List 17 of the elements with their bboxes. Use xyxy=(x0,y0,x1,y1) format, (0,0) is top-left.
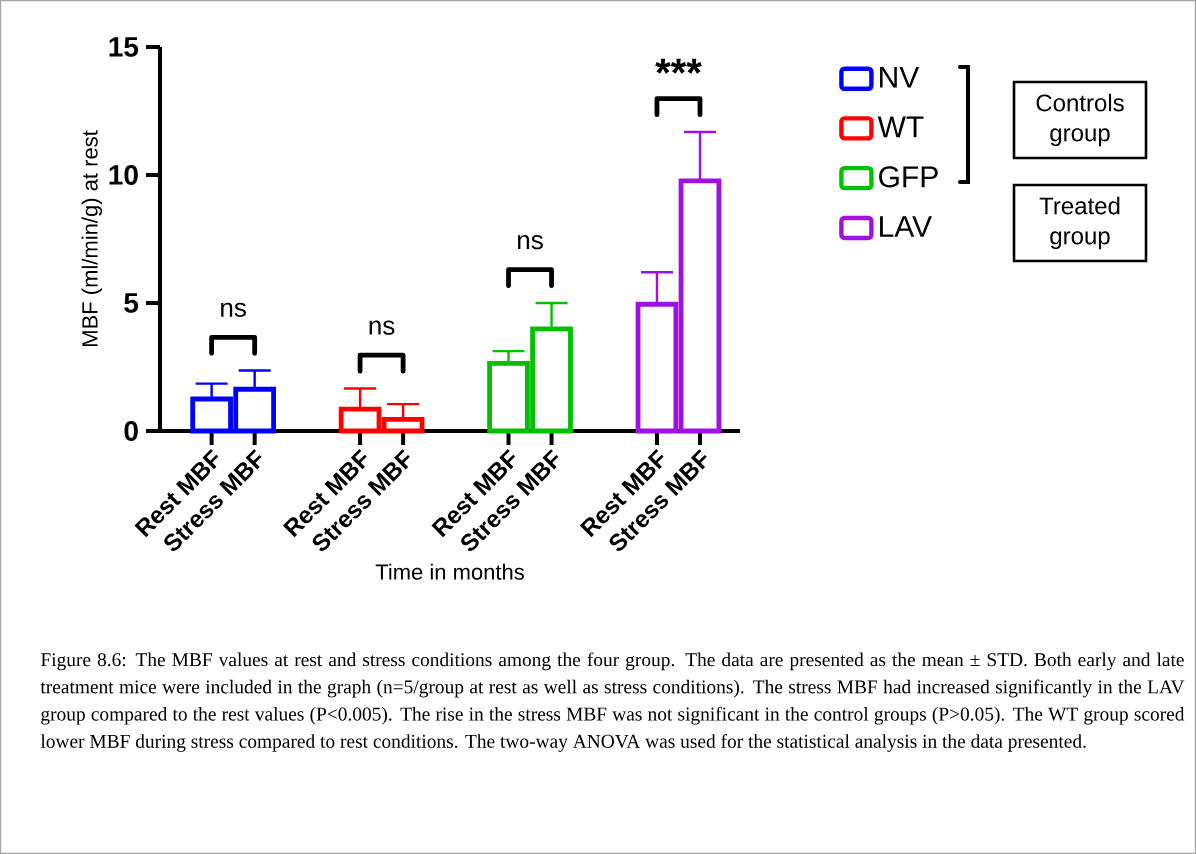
legend-label: GFP xyxy=(879,166,938,188)
caption: Figure 8.6: The MBF values at rest and stress conditions among the four group. The data are presented as the mean ± STD. Both early and late treatment mice were included in the graph (n=5/group at rest as well as stress conditions). The stress MBF had increased significantly in the LAV group compared to the rest values (P<0.005). The rise in the stress MBF was not significant in the control groups (P>0.05). The WT group scored lower MBF during stress compared to rest conditions. The two-way ANOVA was used for the statistical analysis in the data presented. xyxy=(40,652,1185,752)
text: Treated group xyxy=(1039,196,1120,250)
y-tick-label: 5 xyxy=(124,293,139,313)
y-tick-label: 0 xyxy=(124,421,138,441)
legend-label: NV xyxy=(880,66,920,88)
annotation: *** xyxy=(655,58,702,74)
annotation: ns xyxy=(369,320,395,335)
annotation: ns xyxy=(221,302,246,317)
y-tick-label: 15 xyxy=(109,37,139,57)
text: Controls group xyxy=(1036,93,1124,147)
legend-label: LAV xyxy=(880,216,932,237)
legend-label: WT xyxy=(877,116,924,138)
annotation: ns xyxy=(518,235,543,250)
x-axis-title: Time in months xyxy=(375,563,524,580)
y-axis-title: MBF (ml/min/g) at rest xyxy=(81,130,103,346)
y-tick-label: 10 xyxy=(109,165,138,185)
